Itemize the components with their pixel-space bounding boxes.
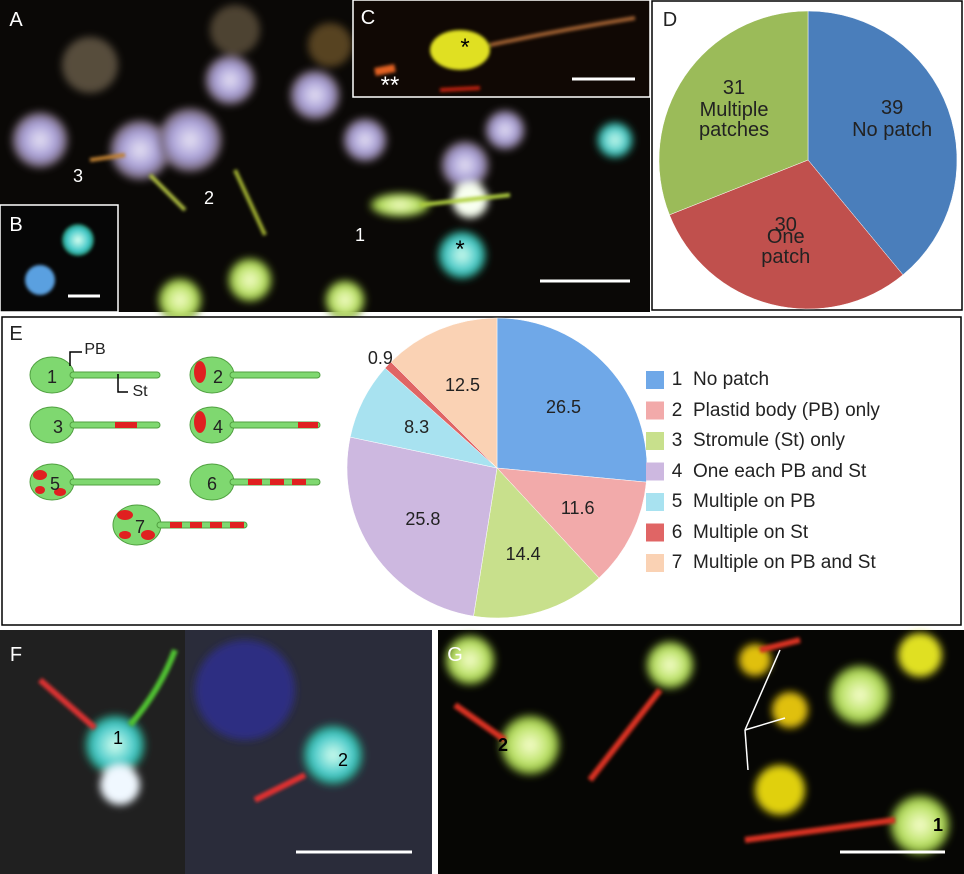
annotation: 3 xyxy=(72,166,84,186)
annotation: 1 xyxy=(112,728,124,748)
slice-value: 11.6 xyxy=(560,497,595,518)
annotation: 1 xyxy=(932,815,944,835)
legend-swatch xyxy=(646,462,664,481)
legend-number: 5 xyxy=(671,491,683,512)
legend-number: 2 xyxy=(671,399,683,421)
slice-value: 0.9 xyxy=(367,347,393,368)
slice-value: 31 xyxy=(722,76,746,99)
panel-letter: A xyxy=(9,9,23,31)
pie-slice xyxy=(346,436,498,617)
micrograph-f xyxy=(0,630,432,874)
slice-label: No patch xyxy=(852,118,933,141)
slice-value: 25.8 xyxy=(405,509,441,530)
legend-swatch xyxy=(646,554,664,572)
legend-swatch xyxy=(646,371,664,389)
diagram-number: 7 xyxy=(134,517,146,537)
diagram-number: 4 xyxy=(212,417,224,437)
diagram-number: 3 xyxy=(52,417,64,437)
legend-label: One each PB and St xyxy=(693,460,867,482)
legend-label: Stromule (St) only xyxy=(693,430,846,451)
legend-number: 1 xyxy=(671,369,683,390)
legend-label: Multiple on PB and St xyxy=(693,552,876,573)
panel-letter: D xyxy=(662,9,678,31)
pie-slice xyxy=(496,317,648,483)
pb-pointer xyxy=(69,351,82,366)
panel-letter: C xyxy=(360,7,376,29)
annotation: 2 xyxy=(203,188,215,208)
micrograph-g xyxy=(438,630,964,874)
panel-letter: G xyxy=(447,644,463,666)
annotation: 2 xyxy=(497,735,509,755)
slice-label: One patch xyxy=(761,225,811,268)
legend-swatch xyxy=(646,401,664,420)
diagram-number: 1 xyxy=(46,367,58,387)
diagram-number: 5 xyxy=(49,474,61,494)
st-pointer xyxy=(117,374,128,393)
micrograph-b xyxy=(0,204,119,313)
panel-letter: F xyxy=(9,644,23,666)
annotation: * xyxy=(455,236,465,263)
annotation: St xyxy=(132,383,148,400)
legend-label: Multiple on PB xyxy=(693,491,816,512)
slice-label: Multiple patches xyxy=(699,98,770,141)
pie-slice xyxy=(496,467,647,579)
patches xyxy=(33,361,318,540)
legend-swatch xyxy=(646,432,664,450)
slice-value: 39 xyxy=(880,96,904,119)
legend-number: 3 xyxy=(671,430,683,451)
annotation: 2 xyxy=(337,750,349,770)
legend-number: 6 xyxy=(671,521,683,543)
slice-value: 26.5 xyxy=(546,397,582,418)
annotation: * xyxy=(460,34,470,61)
pie-slice xyxy=(669,159,904,310)
legend-number: 4 xyxy=(671,460,683,482)
legend-label: Multiple on St xyxy=(693,521,809,543)
pie-slice xyxy=(473,467,600,619)
pie-slice xyxy=(658,10,809,216)
annotation: PB xyxy=(84,341,106,358)
slice-value: 14.4 xyxy=(505,544,541,565)
pie-slice xyxy=(807,10,958,276)
legend-swatch xyxy=(646,523,664,542)
panel-letter: E xyxy=(9,323,23,345)
legend-swatch xyxy=(646,493,664,511)
slice-value: 12.5 xyxy=(445,374,481,395)
panel-letter: B xyxy=(9,214,23,236)
legend-label: No patch xyxy=(693,369,770,390)
plastid-diagrams xyxy=(29,356,321,546)
pie-slice xyxy=(390,317,498,469)
annotation: 1 xyxy=(354,225,366,245)
slice-value: 8.3 xyxy=(404,417,430,438)
slice-value: 30 xyxy=(774,213,797,236)
micrograph-c xyxy=(352,0,651,98)
diagram-number: 6 xyxy=(206,474,218,494)
diagram-number: 2 xyxy=(212,367,224,387)
annotation: ** xyxy=(380,72,400,99)
legend-label: Plastid body (PB) only xyxy=(693,399,880,421)
legend-number: 7 xyxy=(671,552,683,573)
